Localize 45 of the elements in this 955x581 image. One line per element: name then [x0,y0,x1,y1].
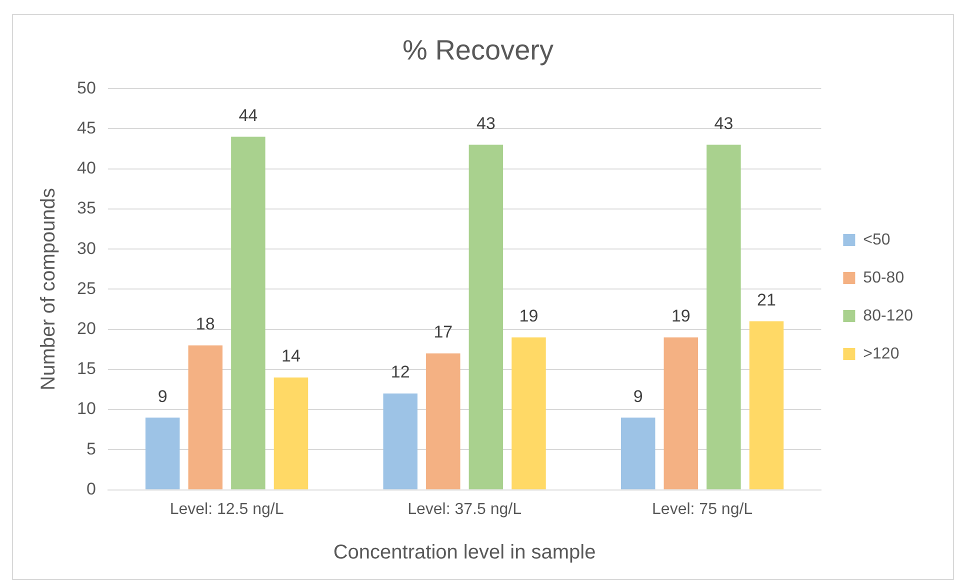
y-tick-label: 25 [76,278,96,298]
data-label: 43 [714,114,734,133]
y-tick-label: 30 [76,238,96,258]
data-label: 21 [757,290,776,310]
legend-label: <50 [863,231,890,248]
y-tick-label: 15 [76,359,96,378]
x-tick-label: Level: 12.5 ng/L [170,500,284,518]
bar [620,418,656,490]
bar [145,418,180,490]
data-label: 18 [196,314,215,334]
data-label: 9 [633,386,643,406]
bar [706,144,741,490]
data-label: 14 [282,346,300,366]
data-label: 19 [519,306,538,326]
data-label: 9 [158,386,168,406]
data-label: 44 [238,106,258,125]
bar [231,136,266,490]
bar [512,337,546,490]
bar [468,144,504,490]
bar [274,377,308,490]
y-tick-label: 50 [76,78,96,98]
bar [383,394,418,490]
data-label: 43 [476,114,496,133]
legend-label: >120 [863,345,900,362]
y-axis-title: Number of compounds [38,188,60,390]
data-label: 19 [671,306,690,326]
legend-label: 50-80 [863,269,904,286]
y-tick-label: 10 [76,399,96,418]
legend-label: 80-120 [863,307,914,324]
x-axis-title: Concentration level in sample [333,542,596,564]
y-tick-label: 35 [76,198,96,218]
data-label: 12 [390,362,410,382]
bar [188,345,223,490]
chart-title: % Recovery [402,34,554,66]
bar [426,353,460,490]
y-tick-label: 20 [76,319,96,338]
y-tick-label: 40 [76,158,96,178]
x-tick-label: Level: 37.5 ng/L [408,500,522,518]
y-tick-label: 45 [76,118,96,138]
x-tick-label: Level: 75 ng/L [652,500,753,518]
bar [749,321,784,490]
data-label: 17 [434,322,453,342]
bar [664,337,698,490]
y-tick-label: 5 [86,439,96,458]
y-tick-label: 0 [86,479,96,498]
